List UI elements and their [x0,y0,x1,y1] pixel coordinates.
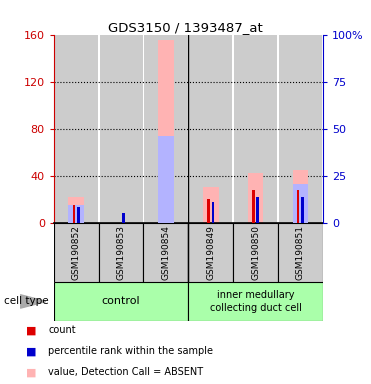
Text: inner medullary
collecting duct cell: inner medullary collecting duct cell [210,290,302,313]
Text: GSM190850: GSM190850 [251,225,260,280]
Bar [158,40,174,223]
Text: ■: ■ [26,325,36,335]
Bar [234,35,277,223]
Bar [248,173,263,223]
Bar [144,223,188,282]
Bar [292,170,308,223]
Bar [77,207,80,223]
Bar [278,223,323,282]
Text: control: control [102,296,140,306]
Bar [68,197,84,223]
Bar [252,190,255,223]
Text: count: count [48,325,76,335]
Bar [279,35,322,223]
Bar [189,35,232,223]
Text: cell type: cell type [4,296,48,306]
Bar [292,184,308,223]
Text: percentile rank within the sample: percentile rank within the sample [48,346,213,356]
Text: ■: ■ [26,346,36,356]
Bar [54,282,188,321]
Text: GSM190853: GSM190853 [116,225,125,280]
Bar [144,35,187,223]
Text: value, Detection Call = ABSENT: value, Detection Call = ABSENT [48,367,203,377]
Bar [203,187,219,223]
Bar [54,223,99,282]
Text: ■: ■ [26,367,36,377]
Bar [158,136,174,223]
Bar [122,214,125,223]
Bar [301,197,304,223]
Bar [188,282,323,321]
Bar [73,205,75,223]
Bar [99,35,142,223]
Text: GSM190852: GSM190852 [72,225,81,280]
Bar [188,223,233,282]
Bar [207,199,210,223]
Bar [256,197,259,223]
Bar [55,35,98,223]
Polygon shape [20,295,46,308]
Bar [211,202,214,223]
Text: GSM190849: GSM190849 [206,225,215,280]
Text: GSM190854: GSM190854 [161,225,170,280]
Bar [233,223,278,282]
Text: GDS3150 / 1393487_at: GDS3150 / 1393487_at [108,21,263,34]
Bar [68,205,84,223]
Text: GSM190851: GSM190851 [296,225,305,280]
Bar [297,190,299,223]
Bar [99,223,144,282]
